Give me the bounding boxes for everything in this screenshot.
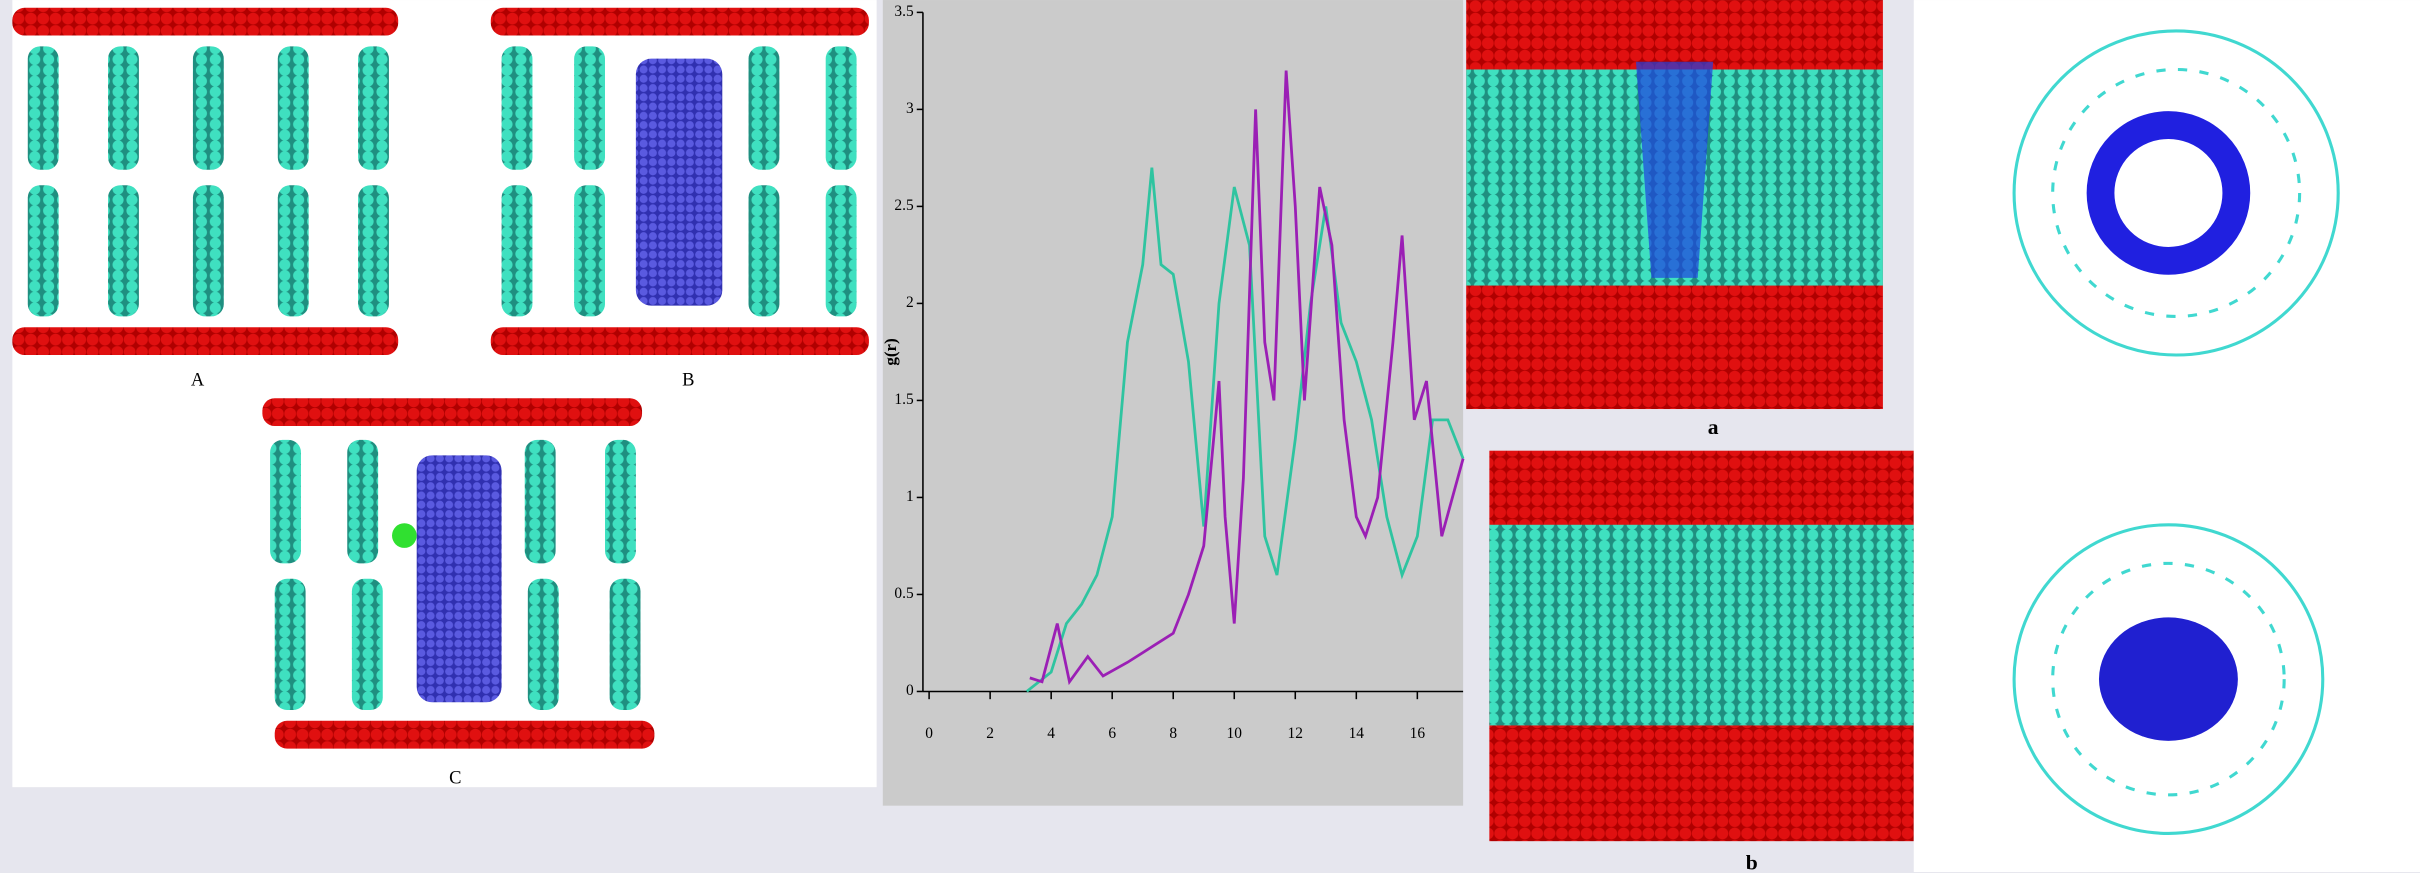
x-tick-label: 14 (1349, 725, 1365, 742)
lipid-headgroups (490, 327, 869, 356)
y-tick-label: 2.5 (894, 197, 914, 214)
y-tick-label: 0.5 (894, 585, 914, 602)
x-tick-label: 8 (1169, 725, 1177, 742)
y-tick-label: 3 (906, 100, 914, 117)
lipid-headgroups (12, 7, 399, 36)
drug-molecule (392, 523, 417, 548)
nanotube (635, 58, 723, 306)
rdf-line (1025, 167, 1465, 693)
y-tick-label: 0 (906, 682, 914, 699)
y-axis-label: g(r) (881, 338, 900, 365)
nanotube (1635, 61, 1714, 278)
panel-label: C (449, 768, 461, 789)
x-tick-label: 10 (1227, 725, 1243, 742)
nanotube-collapsed (2098, 617, 2238, 741)
x-tick-label: 16 (1410, 725, 1426, 742)
chart-background (882, 0, 1464, 806)
x-tick-label: 6 (1108, 725, 1116, 742)
panel-label: A (191, 369, 205, 390)
rdf-line (1029, 70, 1465, 686)
lipid-headgroups (490, 7, 869, 36)
x-tick-label: 2 (986, 725, 994, 742)
lipid-tails (270, 439, 641, 710)
x-tick-label: 4 (1047, 725, 1055, 742)
lipid-tails (27, 46, 389, 317)
x-tick-label: 12 (1288, 725, 1303, 742)
rdf-chart: g(r) 0 0.5 1 1.5 2 2.5 3 3.5 0 2 4 6 8 10 12 14 16 (881, 3, 1465, 742)
y-tick-label: 1 (906, 488, 914, 505)
lipid-headgroups (262, 398, 643, 427)
x-tick-label: 0 (925, 725, 933, 742)
y-tick-label: 2 (906, 294, 914, 311)
membrane-panels: A B C (12, 0, 877, 789)
panel-label: B (682, 369, 694, 390)
lipid-sticks (2012, 29, 2340, 835)
panel-label: a (1708, 415, 1719, 439)
y-tick-label: 1.5 (894, 391, 914, 408)
snapshot-core (1489, 524, 1914, 726)
lipid-tails (501, 46, 857, 317)
lipid-headgroups (274, 720, 655, 749)
nanotube-ring (2086, 111, 2251, 275)
lipid-headgroups (12, 327, 399, 356)
panel-label: b (1746, 850, 1758, 873)
y-tick-label: 3.5 (894, 3, 914, 20)
nanotube (416, 455, 502, 703)
simulation-snapshots: a b (1466, 0, 2420, 873)
